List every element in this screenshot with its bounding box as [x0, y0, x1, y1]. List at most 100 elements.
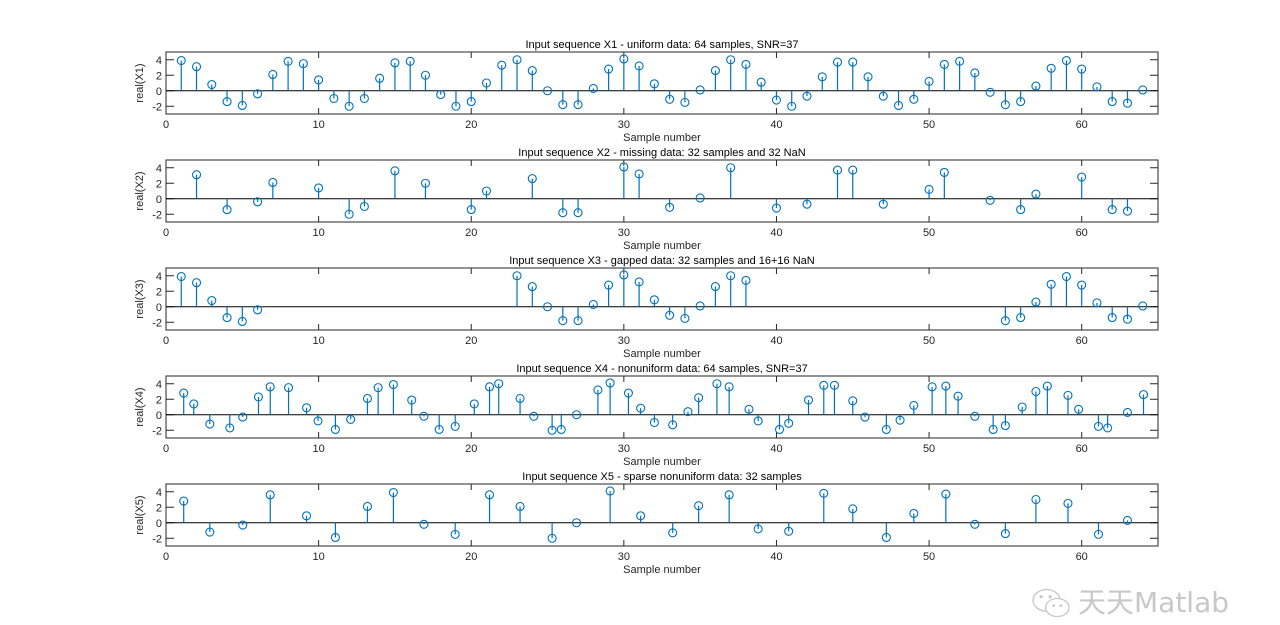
stem-marker — [774, 424, 785, 435]
y-tick-label: 4 — [156, 55, 162, 67]
stem-marker — [390, 58, 400, 68]
stem-marker — [724, 382, 734, 392]
stem-marker — [481, 186, 492, 196]
stem-marker — [817, 72, 827, 82]
stem-marker — [970, 411, 980, 421]
stem-marker — [605, 378, 615, 388]
stem-marker — [1138, 85, 1148, 95]
x-tick-label: 30 — [618, 119, 630, 131]
stem-marker — [726, 55, 736, 65]
stem-marker — [1061, 55, 1071, 66]
x-tick-label: 50 — [923, 551, 935, 563]
stem-marker — [588, 83, 598, 93]
axes-box — [165, 159, 1159, 223]
stem-marker — [405, 56, 415, 66]
y-tick-label: -2 — [152, 317, 162, 329]
stem-marker — [1093, 529, 1104, 539]
stem-marker — [1016, 313, 1026, 323]
stem-marker — [313, 416, 323, 426]
stem-marker — [756, 77, 766, 87]
x-tick-label: 50 — [923, 443, 935, 455]
stem-marker — [191, 62, 202, 72]
y-tick-label: 2 — [156, 502, 162, 514]
stem-marker — [253, 197, 263, 207]
stem-marker — [802, 199, 812, 209]
stem-marker — [451, 101, 461, 111]
stem-marker — [494, 379, 504, 389]
stem-marker — [283, 56, 293, 66]
stem-marker — [604, 280, 614, 290]
stem-marker — [253, 305, 263, 315]
stem-marker — [469, 399, 479, 409]
stem-marker — [298, 59, 308, 69]
stem-marker — [895, 415, 905, 425]
stem-marker — [436, 90, 446, 100]
stem-marker — [330, 424, 340, 435]
stem-marker — [955, 56, 965, 66]
stem-marker — [515, 393, 525, 404]
x-tick-label: 30 — [618, 227, 630, 239]
y-tick-label: 4 — [156, 163, 162, 175]
stem-marker — [222, 205, 232, 215]
stem-marker — [649, 79, 659, 89]
stem-marker — [927, 382, 937, 392]
x-tick-label: 20 — [465, 119, 477, 131]
stem-marker — [420, 70, 430, 80]
x-tick-label: 20 — [465, 335, 477, 347]
stem-marker — [1107, 313, 1117, 323]
x-tick-label: 30 — [618, 443, 630, 455]
stem-marker — [668, 420, 678, 430]
stem-marker — [924, 76, 934, 86]
stem-marker — [558, 316, 568, 326]
stem-marker — [726, 271, 736, 281]
stem-marker — [205, 527, 215, 537]
stem-marker — [1093, 421, 1104, 431]
y-tick-label: 0 — [156, 302, 162, 314]
stem-marker — [988, 424, 998, 435]
stem-marker — [832, 57, 843, 67]
x-tick-label: 40 — [770, 119, 782, 131]
stem-marker — [668, 528, 678, 538]
subplot-title: Input sequence X3 - gapped data: 32 samp… — [509, 255, 815, 267]
stem-marker — [1046, 63, 1056, 73]
x-tick-label: 0 — [163, 551, 169, 563]
stem-marker — [512, 55, 522, 65]
stem-marker — [1138, 390, 1149, 400]
stem-marker — [683, 407, 693, 417]
y-tick-label: 0 — [156, 518, 162, 530]
stem-marker — [953, 391, 963, 401]
stem-marker — [860, 412, 870, 422]
stem-marker — [390, 166, 400, 176]
x-tick-label: 20 — [465, 551, 477, 563]
stem-marker — [881, 424, 891, 435]
stem-marker — [253, 89, 263, 99]
stem-marker — [819, 380, 829, 390]
stem-marker — [970, 68, 980, 78]
x-tick-label: 10 — [312, 335, 324, 347]
stem-marker — [268, 177, 278, 188]
stem-marker — [848, 504, 858, 514]
stem-marker — [344, 209, 354, 219]
stem-marker — [985, 87, 995, 97]
x-tick-label: 50 — [923, 335, 935, 347]
y-tick-label: 2 — [156, 286, 162, 298]
stem-marker — [420, 178, 430, 188]
stem-marker — [375, 73, 385, 83]
stem-marker — [694, 501, 704, 511]
stem-marker — [939, 59, 949, 69]
x-tick-label: 0 — [163, 335, 169, 347]
stem-marker — [388, 379, 398, 390]
stem-marker — [1000, 421, 1010, 431]
stem-marker — [1122, 515, 1133, 525]
stem-marker — [362, 501, 373, 512]
stem-marker — [1000, 529, 1010, 539]
stem-marker — [484, 382, 495, 392]
stem-marker — [909, 508, 919, 519]
stem-marker — [434, 424, 444, 435]
stem-marker — [359, 93, 369, 104]
stem-marker — [466, 205, 476, 215]
stem-marker — [359, 201, 369, 212]
stem-marker — [547, 533, 557, 543]
stem-marker — [909, 400, 919, 411]
